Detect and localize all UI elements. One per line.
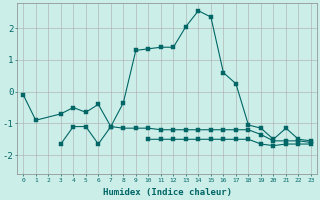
X-axis label: Humidex (Indice chaleur): Humidex (Indice chaleur) xyxy=(103,188,232,197)
